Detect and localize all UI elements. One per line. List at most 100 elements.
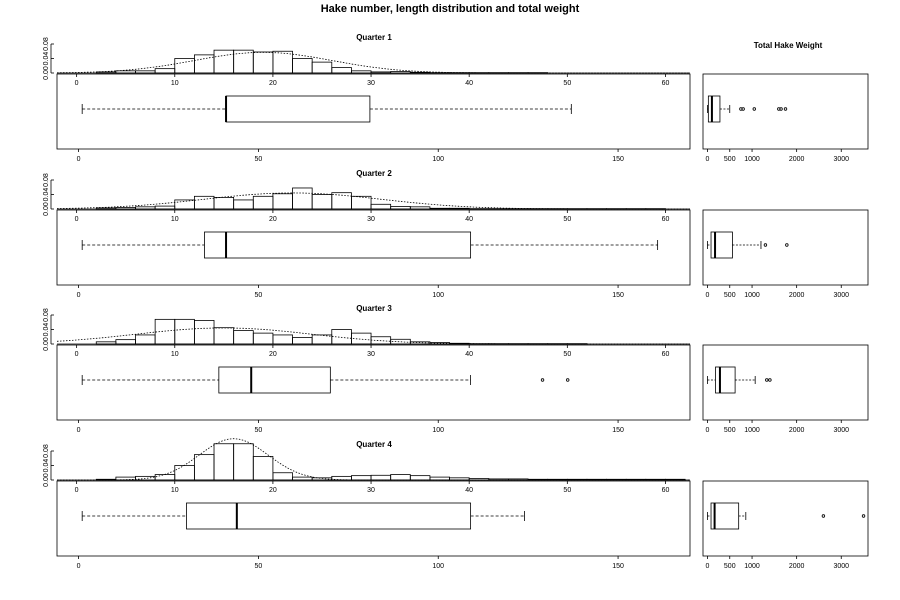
histogram-bar: [193, 54, 215, 74]
histogram-bar: [252, 51, 274, 74]
quarter-title: Quarter 2: [356, 169, 392, 178]
number-tick-label: 50: [255, 427, 263, 434]
length-tick-label: 40: [465, 80, 473, 87]
histogram-y-tick-label: 0.04: [43, 323, 50, 337]
weight-tick-label: 3000: [833, 292, 849, 299]
quarter-1: Quarter 1 0.000.040.08 0 10 20 30 40 50 60 0 50 100…: [43, 33, 869, 163]
number-tick-label: 0: [77, 156, 81, 163]
boxplot-outlier: [566, 378, 570, 382]
length-tick-label: 60: [662, 80, 670, 87]
histogram-bar: [213, 49, 235, 74]
weight-frame: [702, 480, 869, 557]
quarter-2: Quarter 2 0.000.040.08 0 10 20 30 40 50 60 0 50 100…: [43, 169, 869, 299]
histogram-bar: [252, 195, 274, 210]
total-weight-title: Total Hake Weight: [754, 41, 823, 50]
length-tick-label: 20: [269, 351, 277, 358]
length-tick-label: 50: [563, 351, 571, 358]
number-tick-label: 100: [432, 156, 444, 163]
length-tick-label: 20: [269, 216, 277, 223]
histogram-bar: [409, 475, 431, 481]
histogram-bar: [233, 330, 254, 345]
number-tick-label: 0: [77, 292, 81, 299]
histogram-y-tick-label: 0.04: [43, 459, 50, 473]
histogram-y-tick-label: 0.00: [43, 202, 50, 216]
histogram-bar: [213, 196, 235, 210]
number-tick-label: 150: [612, 563, 624, 570]
number-tick-label: 100: [432, 292, 444, 299]
histogram-bar: [311, 194, 333, 210]
histogram-bar: [174, 465, 195, 481]
histogram-y-tick-label: 0.04: [43, 188, 50, 202]
histogram-bar: [429, 476, 450, 481]
quarter-panels: Quarter 10.000.040.080 10 20 30 40 50 600 50 100…: [43, 33, 869, 570]
histogram-bar: [193, 454, 215, 481]
histogram-bar: [252, 332, 274, 345]
quarter-4: Quarter 4 0.000.040.08 0 10 20 30 40 50 60 0 50 100…: [43, 438, 869, 570]
histogram-bar: [154, 474, 176, 481]
length-tick-label: 50: [563, 216, 571, 223]
histogram-bar: [252, 456, 274, 481]
weight-outlier: [768, 378, 772, 382]
boxplot-frame: [56, 344, 691, 421]
weight-tick-label: 2000: [789, 427, 805, 434]
histogram-bar: [213, 327, 235, 345]
length-tick-label: 0: [75, 487, 79, 494]
histogram-bar: [292, 58, 313, 74]
weight-tick-label: 3000: [833, 563, 849, 570]
length-tick-label: 0: [75, 351, 79, 358]
weight-tick-label: 0: [706, 292, 710, 299]
histogram-bar: [272, 193, 293, 210]
histogram-bar: [390, 474, 411, 481]
weight-frame: [702, 344, 869, 421]
length-tick-label: 30: [367, 216, 375, 223]
quarter-3: Quarter 3 0.000.040.08 0 10 20 30 40 50 60 0 50 100…: [43, 304, 869, 434]
weight-tick-label: 2000: [789, 292, 805, 299]
weight-tick-label: 2000: [789, 563, 805, 570]
figure-title: Hake number, length distribution and tot…: [321, 3, 580, 15]
histogram-bar: [311, 334, 333, 345]
boxplot-box: [204, 231, 472, 259]
quarter-title: Quarter 4: [356, 440, 392, 449]
histogram-bar: [154, 68, 176, 74]
histogram-bar: [311, 61, 333, 74]
histogram-bar: [292, 337, 313, 345]
weight-outlier: [763, 243, 768, 247]
boxplot-outlier: [540, 378, 545, 382]
histogram-bar: [115, 339, 136, 345]
histogram-bar: [154, 318, 176, 345]
weight-tick-label: 2000: [789, 156, 805, 163]
weight-outlier: [779, 107, 783, 111]
weight-tick-label: 500: [724, 563, 736, 570]
weight-outlier: [861, 514, 866, 518]
length-tick-label: 20: [269, 487, 277, 494]
boxplot-box: [225, 95, 371, 123]
number-tick-label: 0: [77, 427, 81, 434]
histogram-bar: [272, 50, 293, 74]
weight-tick-label: 1000: [744, 427, 760, 434]
boxplot-frame: [56, 209, 691, 286]
length-tick-label: 0: [75, 80, 79, 87]
weight-outlier: [741, 107, 745, 111]
number-tick-label: 50: [255, 563, 263, 570]
histogram-bar: [370, 203, 392, 210]
weight-outlier: [821, 514, 826, 518]
histogram-bar: [193, 320, 215, 345]
length-tick-label: 60: [662, 216, 670, 223]
histogram-bar: [331, 329, 352, 345]
histogram-bar: [351, 475, 372, 481]
weight-tick-label: 500: [724, 156, 736, 163]
length-tick-label: 0: [75, 216, 79, 223]
boxplot-frame: [56, 480, 691, 557]
boxplot-box: [186, 502, 472, 530]
quarter-title: Quarter 1: [356, 33, 392, 42]
weight-frame: [702, 209, 869, 286]
number-tick-label: 100: [432, 563, 444, 570]
weight-outlier: [765, 378, 769, 382]
histogram-bar: [292, 187, 313, 210]
weight-frame: [702, 73, 869, 150]
weight-outlier: [752, 107, 756, 111]
length-tick-label: 60: [662, 487, 670, 494]
length-tick-label: 10: [171, 216, 179, 223]
histogram-bar: [331, 67, 352, 74]
density-curve: [57, 192, 690, 210]
